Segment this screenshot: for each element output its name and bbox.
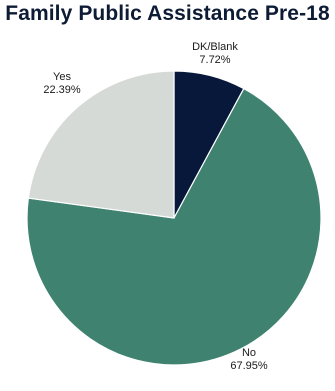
pie-slice-no <box>26 87 322 366</box>
pie-slice-yes <box>27 70 175 219</box>
slice-label-yes: Yes <box>53 71 71 83</box>
chart-title: Family Public Assistance Pre-18 <box>5 2 330 25</box>
slice-value-no: 67.95% <box>230 360 268 372</box>
slice-value-dk-blank: 7.72% <box>199 54 230 66</box>
slice-value-yes: 22.39% <box>43 84 81 96</box>
slice-label-dk-blank: DK/Blank <box>192 41 238 53</box>
slice-label-no: No <box>242 347 256 359</box>
pie-slices <box>26 70 322 366</box>
